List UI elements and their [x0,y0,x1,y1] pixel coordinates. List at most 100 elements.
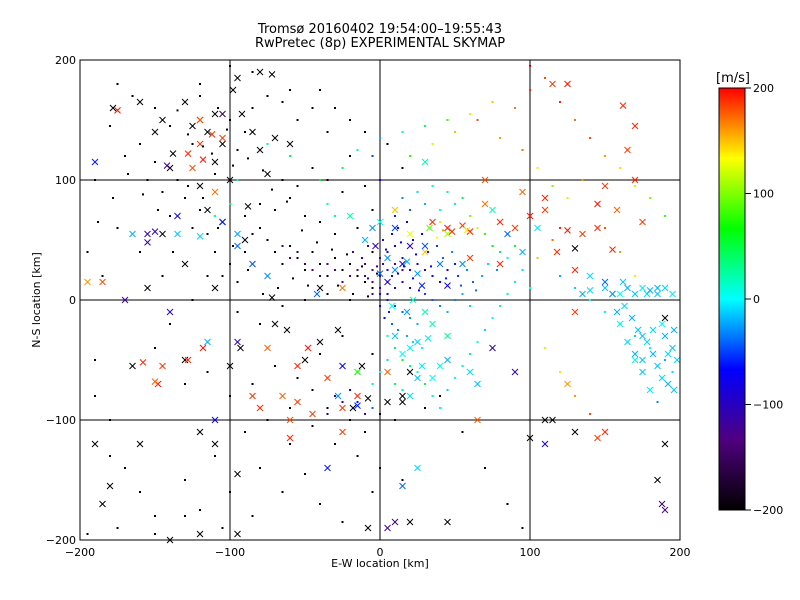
data-point-x [391,518,399,526]
data-point-dot [364,131,366,133]
data-point-dot [124,155,126,157]
data-point-dot [521,527,524,529]
data-point-x [541,206,549,214]
data-point-dot [266,95,269,97]
data-point-dot [139,491,141,493]
data-point-x [364,395,372,402]
data-point-x [316,284,324,292]
data-point-dot [139,251,141,253]
data-point-dot [371,281,374,283]
data-point-x [199,344,207,352]
data-point-dot [296,377,299,379]
data-point-dot [656,401,659,403]
data-point-x [174,230,181,238]
x-tick-label: −200 [65,546,95,559]
data-point-x [436,260,444,268]
data-point-dot [574,395,576,397]
data-point-dot [439,395,441,397]
data-point-x [639,284,646,292]
chart-subtitle: RwPretec (8p) EXPERIMENTAL SKYMAP [254,36,506,51]
data-point-x [496,260,504,268]
data-point-dot [109,455,111,457]
data-point-dot [229,491,231,493]
data-point-dot [191,227,194,229]
data-point-x [414,464,421,472]
data-point-x [649,326,657,334]
data-point-x [229,86,237,94]
data-point-x [586,272,594,280]
data-point-x [139,359,147,366]
data-point-x [571,428,579,436]
y-axis-label: N-S location [km] [30,252,43,348]
y-tick-label: −200 [46,534,76,547]
data-point-x [526,212,534,220]
data-point-x [268,294,276,301]
data-point-dot [445,277,447,280]
data-point-x [234,230,241,238]
data-point-dot [403,265,405,268]
data-point-x [414,374,421,382]
data-point-x [414,270,421,277]
data-point-dot [446,191,449,193]
data-point-x [286,434,294,442]
data-point-dot [604,155,606,157]
data-point-dot [416,371,419,373]
data-point-x [279,392,286,400]
data-point-dot [409,365,411,367]
data-point-dot [157,209,159,211]
data-point-dot [401,167,404,169]
data-point-dot [394,383,396,385]
data-point-dot [371,155,374,157]
data-point-x [159,230,166,238]
data-point-dot [484,329,486,331]
data-point-dot [229,263,231,265]
data-point-dot [379,305,381,307]
data-point-dot [394,245,396,247]
data-point-dot [206,275,209,277]
data-point-x [601,428,609,436]
data-point-x [204,206,211,214]
data-point-x [354,402,361,409]
data-point-x [354,368,361,376]
data-point-dot [229,203,231,205]
data-point-dot [401,359,404,361]
data-point-x [256,404,264,412]
data-point-x [244,203,252,210]
data-point-x [334,326,342,334]
data-point-dot [131,95,134,97]
data-point-dot [487,263,489,265]
data-point-x [151,128,159,136]
data-point-x [541,194,549,202]
data-point-dot [401,197,404,199]
data-point-x [466,368,474,376]
data-point-dot [341,401,344,403]
data-point-x [621,302,628,310]
data-point-dot [349,275,351,277]
data-point-dot [634,185,636,187]
data-point-dot [334,257,336,259]
data-point-dot [506,257,509,259]
data-point-x [234,470,241,478]
data-point-dot [304,269,306,271]
data-point-dot [361,257,363,259]
data-point-dot [109,125,111,127]
data-point-dot [424,203,426,205]
data-point-dot [274,251,276,253]
data-point-dot [412,341,414,343]
data-point-dot [367,245,369,247]
data-point-x [624,284,631,292]
data-point-dot [446,119,449,121]
data-point-x [571,266,579,274]
data-point-dot [296,257,299,259]
data-point-x [234,530,241,538]
data-point-x [444,332,451,340]
data-point-x [364,524,372,532]
data-point-dot [236,281,239,283]
data-point-dot [251,515,254,517]
data-point-x [444,224,451,232]
data-point-x [99,278,106,286]
data-point-x [658,500,666,508]
data-point-x [646,287,654,294]
data-point-dot [506,503,509,505]
